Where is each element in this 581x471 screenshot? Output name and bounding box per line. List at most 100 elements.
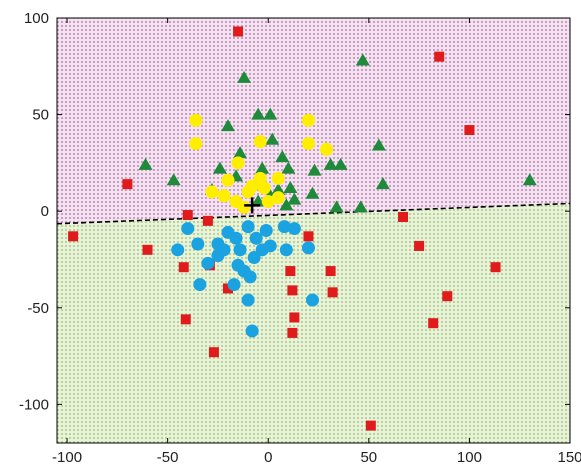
series-1-square-point (178, 262, 189, 273)
series-3-circle-point (189, 113, 203, 127)
series-3-circle-point (189, 137, 203, 151)
series-3-circle-point (301, 113, 315, 127)
series-3-circle-point (217, 189, 231, 203)
decision-boundary-line (57, 202, 570, 225)
x-tick-label: 150 (557, 449, 581, 466)
series-2-triangle-point (353, 200, 368, 213)
series-1-square-point (434, 51, 445, 62)
series-2-triangle-point (138, 157, 153, 170)
series-2-triangle-point (263, 107, 278, 120)
series-4-circle-point (181, 222, 195, 236)
series-2-triangle-point (355, 53, 370, 66)
y-tick-label: -100 (19, 396, 49, 413)
series-4-circle-point (287, 222, 301, 236)
series-4-circle-point (193, 278, 207, 292)
series-1-square-point (68, 231, 79, 242)
series-4-circle-point (171, 243, 185, 257)
y-tick-label: 50 (32, 107, 49, 124)
series-1-square-point (208, 347, 219, 358)
series-1-square-point (325, 266, 336, 277)
series-2-triangle-point (283, 181, 298, 193)
x-tick-label: 50 (360, 449, 377, 466)
series-3-circle-point (261, 195, 275, 209)
series-2-triangle-point (522, 173, 537, 186)
axes: -100 -50 0 50 100 150 100 50 0 -50 -100 (19, 10, 581, 466)
series-1-square-point (428, 318, 439, 329)
series-2-triangle-point (279, 198, 294, 211)
series-3-circle-point (231, 156, 245, 170)
series-2-triangle-point (375, 177, 390, 190)
series-3-circle-point (271, 171, 285, 185)
series-1-square-point (180, 314, 191, 325)
series-1-square-point (287, 327, 298, 338)
y-tick-label: 100 (24, 10, 49, 27)
series-2-triangle-point (323, 157, 338, 170)
series-1-square-point (285, 266, 296, 277)
series-1-square-point (327, 287, 338, 298)
series-1-square-point (233, 26, 244, 37)
series-3-circle-point (221, 173, 235, 187)
series-2-triangle-point (271, 182, 286, 195)
series-4-circle-point (277, 220, 291, 234)
series-4-circle-point (227, 278, 241, 292)
series-2-triangle-point (265, 132, 280, 145)
series-2-triangle-point (166, 173, 181, 186)
series-2-triangle-point (371, 138, 386, 151)
series-4-circle-point (245, 324, 259, 338)
series-2-triangle-point (251, 107, 266, 120)
series-4-circle-point (301, 241, 315, 255)
series-3-circle-point (245, 179, 259, 193)
series-1-square-point (182, 210, 193, 221)
x-tick-label: 100 (457, 449, 482, 466)
series-4-circle-point (279, 243, 293, 257)
series-1-square-point (287, 285, 298, 296)
series-1-square-point (464, 125, 475, 136)
y-tick-label: 0 (41, 203, 49, 220)
series-3-circle-point (271, 191, 285, 205)
class-regions (57, 18, 570, 443)
series-4-circle-point (201, 256, 215, 270)
series-1-square-point (142, 244, 153, 255)
data-points (68, 26, 537, 431)
plot-frame (56, 17, 571, 444)
x-tick-label: -100 (52, 449, 82, 466)
series-2-triangle-point (333, 157, 348, 170)
series-2-triangle-point (212, 161, 227, 174)
series-3-circle-point (320, 142, 334, 156)
series-1-square-point (223, 283, 233, 294)
series-2-triangle-point (233, 146, 248, 159)
series-3-circle-point (237, 200, 251, 214)
series-2-triangle-point (275, 150, 290, 163)
series-4-circle-point (247, 251, 261, 265)
series-4-circle-point (259, 224, 273, 237)
series-4-circle-point (229, 231, 243, 245)
series-2-triangle-point (305, 186, 320, 199)
series-2-triangle-point (255, 161, 270, 174)
series-4-circle-point (249, 231, 263, 245)
series-4-circle-point (233, 243, 247, 257)
series-2-triangle-point (329, 200, 344, 213)
centroid-plus-marker (244, 197, 261, 214)
series-1-square-point (398, 211, 409, 222)
x-tick-label: 0 (264, 449, 272, 466)
series-1-square-point (202, 215, 213, 226)
x-tick-label: -50 (157, 449, 179, 466)
y-tick-label: -50 (27, 300, 49, 317)
series-1-square-point (414, 240, 425, 251)
series-1-square-point (365, 420, 376, 431)
series-3-circle-point (253, 135, 267, 149)
series-2-triangle-point (237, 70, 252, 83)
series-4-circle-point (243, 270, 257, 284)
series-1-square-point (122, 179, 133, 190)
series-4-circle-point (305, 293, 319, 307)
series-4-circle-point (217, 243, 231, 257)
series-4-circle-point (241, 220, 255, 234)
series-3-circle-point (301, 137, 315, 151)
series-1-square-point (442, 291, 453, 302)
series-2-triangle-point (281, 161, 296, 174)
series-2-triangle-point (251, 194, 266, 207)
boundary-layer (57, 202, 570, 225)
region-lower (57, 203, 570, 443)
series-2-triangle-point (287, 192, 302, 205)
